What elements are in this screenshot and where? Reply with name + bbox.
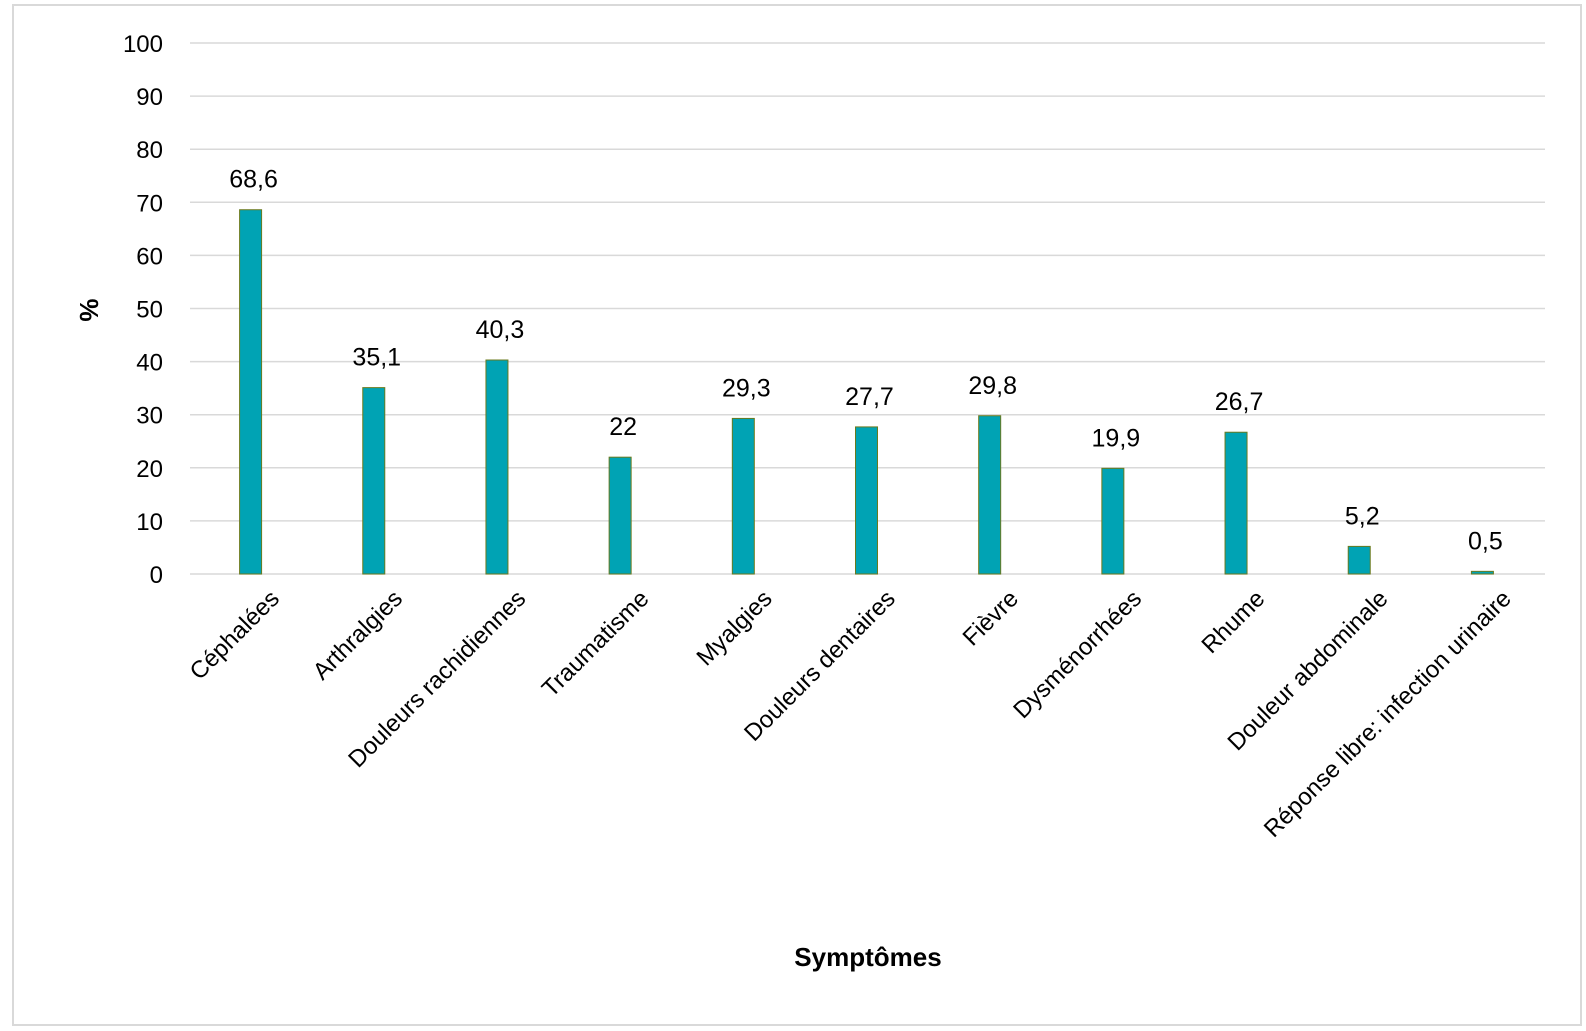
bar: [1347, 545, 1371, 575]
bar: [1224, 431, 1248, 575]
bar: [1101, 467, 1125, 575]
bar: [1470, 570, 1494, 575]
bars: [239, 209, 1494, 575]
x-tick-label: Arthralgies: [308, 585, 408, 685]
data-label: 68,6: [229, 166, 278, 194]
data-label: 5,2: [1345, 502, 1380, 530]
y-tick-label: 30: [136, 403, 163, 430]
y-tick-label: 70: [136, 190, 163, 217]
y-tick-label: 10: [136, 509, 163, 536]
data-label: 29,3: [722, 374, 771, 402]
gridlines: [190, 42, 1545, 575]
y-axis-ticks: 0 10 20 30 40 50 60 70 80 90 100: [123, 31, 163, 589]
bar: [239, 209, 263, 575]
x-tick-label: Traumatisme: [537, 585, 654, 702]
bar: [608, 456, 632, 575]
bar: [485, 359, 509, 575]
y-tick-label: 60: [136, 243, 163, 270]
x-axis-title: Symptômes: [794, 942, 941, 972]
data-labels: 68,6 35,1 40,3 22 29,3 27,7 29,8 19,9 26,7 5,2 0,5: [229, 166, 1503, 556]
data-label: 27,7: [845, 383, 894, 411]
y-tick-label: 0: [150, 562, 163, 589]
y-axis-title: %: [74, 298, 104, 321]
data-label: 29,8: [968, 372, 1017, 400]
x-tick-label: Rhume: [1196, 585, 1270, 659]
data-label: 35,1: [352, 344, 401, 372]
chart-frame: [12, 4, 1582, 1026]
data-label: 22: [609, 413, 637, 441]
y-tick-label: 50: [136, 297, 163, 324]
data-label: 26,7: [1215, 388, 1264, 416]
data-label: 0,5: [1468, 527, 1503, 555]
x-tick-label: Céphalées: [185, 585, 285, 685]
data-label: 19,9: [1092, 424, 1141, 452]
y-tick-label: 90: [136, 84, 163, 111]
x-tick-label: Dysménorrhées: [1008, 585, 1147, 724]
bar: [731, 417, 755, 575]
y-tick-label: 80: [136, 137, 163, 164]
y-tick-label: 40: [136, 350, 163, 377]
y-tick-label: 100: [123, 31, 163, 58]
y-tick-label: 20: [136, 456, 163, 483]
bar: [855, 426, 878, 575]
x-tick-label: Fièvre: [958, 585, 1024, 651]
x-tick-label: Réponse libre: infection urinaire: [1259, 585, 1517, 843]
data-label: 40,3: [476, 316, 525, 344]
bar: [978, 415, 1002, 575]
x-tick-label: Myalgies: [692, 585, 778, 671]
bar: [362, 387, 386, 575]
